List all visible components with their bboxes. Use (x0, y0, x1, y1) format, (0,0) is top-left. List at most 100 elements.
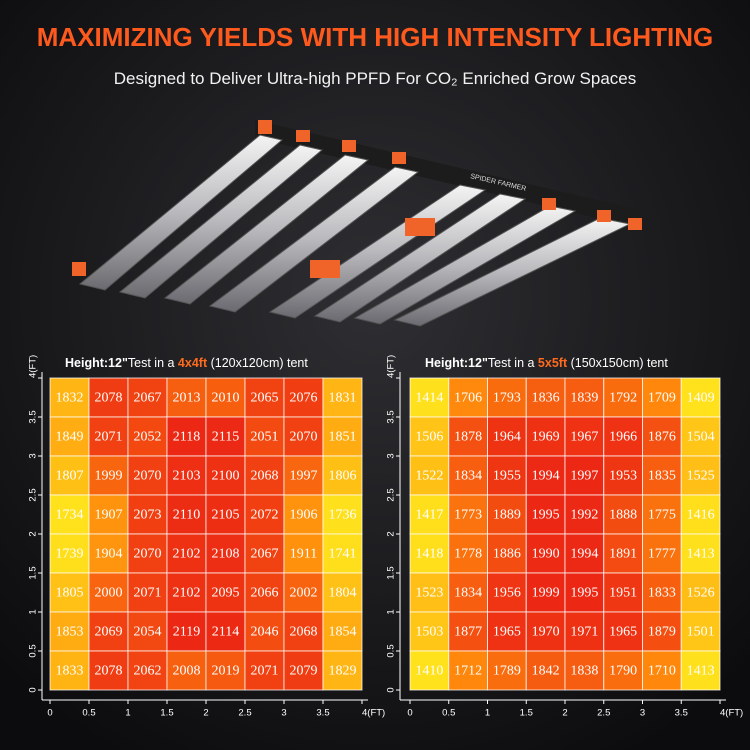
cell-value: 1409 (687, 391, 715, 406)
heat-cell (487, 611, 527, 652)
cell-value: 2067 (251, 547, 279, 562)
cell-value: 1889 (493, 508, 521, 523)
cell-value: 2008 (173, 664, 201, 679)
heat-cell (49, 494, 90, 535)
charts: Height:12"Test in a 4x4ft (120x120cm) te… (28, 355, 744, 719)
cell-value: 1992 (570, 508, 598, 523)
cell-value: 2114 (212, 625, 239, 640)
cell-value: 1966 (609, 430, 637, 445)
heat-cell (680, 611, 721, 652)
cell-value: 2013 (173, 391, 201, 406)
heat-cell (244, 416, 285, 457)
heat-cell (166, 494, 207, 535)
cell-value: 1706 (454, 391, 482, 406)
cell-value: 2100 (212, 469, 240, 484)
x-tick-label: 0 (47, 708, 52, 719)
cell-value: 1741 (329, 547, 357, 562)
cell-value: 1854 (329, 625, 357, 640)
heat-cell (642, 611, 682, 652)
y-tick-label: 1 (28, 609, 39, 614)
heat-cell (680, 572, 721, 613)
cell-value: 1832 (56, 391, 84, 406)
heat-cell (525, 494, 566, 535)
cell-value: 2070 (134, 469, 162, 484)
cell-value: 1995 (532, 508, 560, 523)
heat-cell (166, 611, 207, 652)
note-prefix: Test in a (488, 356, 538, 370)
title: MAXIMIZING YIELDS WITH HIGH INTENSITY LI… (37, 22, 714, 52)
cell-value: 1777 (648, 547, 676, 562)
cell-value: 1804 (329, 586, 357, 601)
heat-cell (409, 377, 450, 418)
cell-value: 2067 (134, 391, 162, 406)
cell-value: 1790 (609, 664, 637, 679)
cell-value: 1971 (570, 625, 598, 640)
heat-cell (564, 650, 605, 691)
cell-value: 1853 (56, 625, 84, 640)
heat-cell (166, 533, 207, 574)
heatmap-chart: Height:12"Test in a 4x4ft (120x120cm) te… (28, 355, 386, 719)
cell-value: 1965 (493, 625, 521, 640)
heat-cell (283, 572, 324, 613)
cell-value: 1879 (648, 625, 676, 640)
heat-cell (448, 650, 488, 691)
heat-cell (322, 533, 363, 574)
cell-value: 1833 (648, 586, 676, 601)
x-tick-label: 2.5 (238, 708, 251, 719)
y-tick-label: 2.5 (28, 488, 39, 501)
cell-value: 2065 (251, 391, 279, 406)
heatmap-chart: Height:12"Test in a 5x5ft (150x150cm) te… (386, 355, 744, 719)
heat-cell (564, 455, 605, 496)
cell-value: 2118 (173, 430, 200, 445)
heat-cell (166, 650, 207, 691)
y-tick-label: 2 (386, 531, 397, 536)
heat-cell (564, 494, 605, 535)
heat-cell (49, 533, 90, 574)
cell-value: 2054 (134, 625, 162, 640)
cell-value: 2070 (134, 547, 162, 562)
cell-value: 2019 (212, 664, 240, 679)
cell-value: 2095 (212, 586, 240, 601)
heat-cell (244, 611, 285, 652)
cell-value: 1970 (532, 625, 560, 640)
cell-value: 1501 (687, 625, 715, 640)
heat-cell (564, 611, 605, 652)
cell-value: 1999 (95, 469, 123, 484)
heat-cell (322, 572, 363, 613)
heat-cell (642, 377, 682, 418)
tent-size: 4x4ft (178, 356, 208, 370)
cell-value: 1806 (329, 469, 357, 484)
heat-cell (88, 533, 129, 574)
cell-value: 2070 (290, 430, 318, 445)
cell-value: 1877 (454, 625, 482, 640)
heat-cell (283, 650, 324, 691)
cell-value: 1734 (56, 508, 84, 523)
heat-cell (525, 377, 566, 418)
heat-cell (127, 572, 168, 613)
heat-cell (322, 455, 363, 496)
y-tick-label: 4(FT) (386, 355, 397, 378)
cell-value: 2110 (173, 508, 200, 523)
cell-value: 2076 (290, 391, 318, 406)
cell-value: 1710 (648, 664, 676, 679)
heat-cell (205, 416, 246, 457)
heat-cell (680, 416, 721, 457)
y-tick-label: 3 (386, 453, 397, 458)
heat-cell (322, 650, 363, 691)
lamp: SPIDER FARMER (72, 120, 642, 327)
cell-value: 1951 (609, 586, 637, 601)
cell-value: 1997 (570, 469, 598, 484)
cell-value: 1523 (415, 586, 443, 601)
cell-value: 1831 (329, 391, 357, 406)
cell-value: 1911 (290, 547, 317, 562)
heat-cell (564, 416, 605, 457)
y-tick-label: 0.5 (386, 644, 397, 657)
chart-header: Height:12"Test in a 4x4ft (120x120cm) te… (65, 356, 308, 370)
cell-value: 1876 (648, 430, 676, 445)
heat-cell (680, 533, 721, 574)
heat-cell (564, 533, 605, 574)
heat-cell (525, 455, 566, 496)
x-tick-label: 4(FT) (362, 708, 385, 719)
cell-value: 1739 (56, 547, 84, 562)
cell-value: 1994 (570, 547, 598, 562)
